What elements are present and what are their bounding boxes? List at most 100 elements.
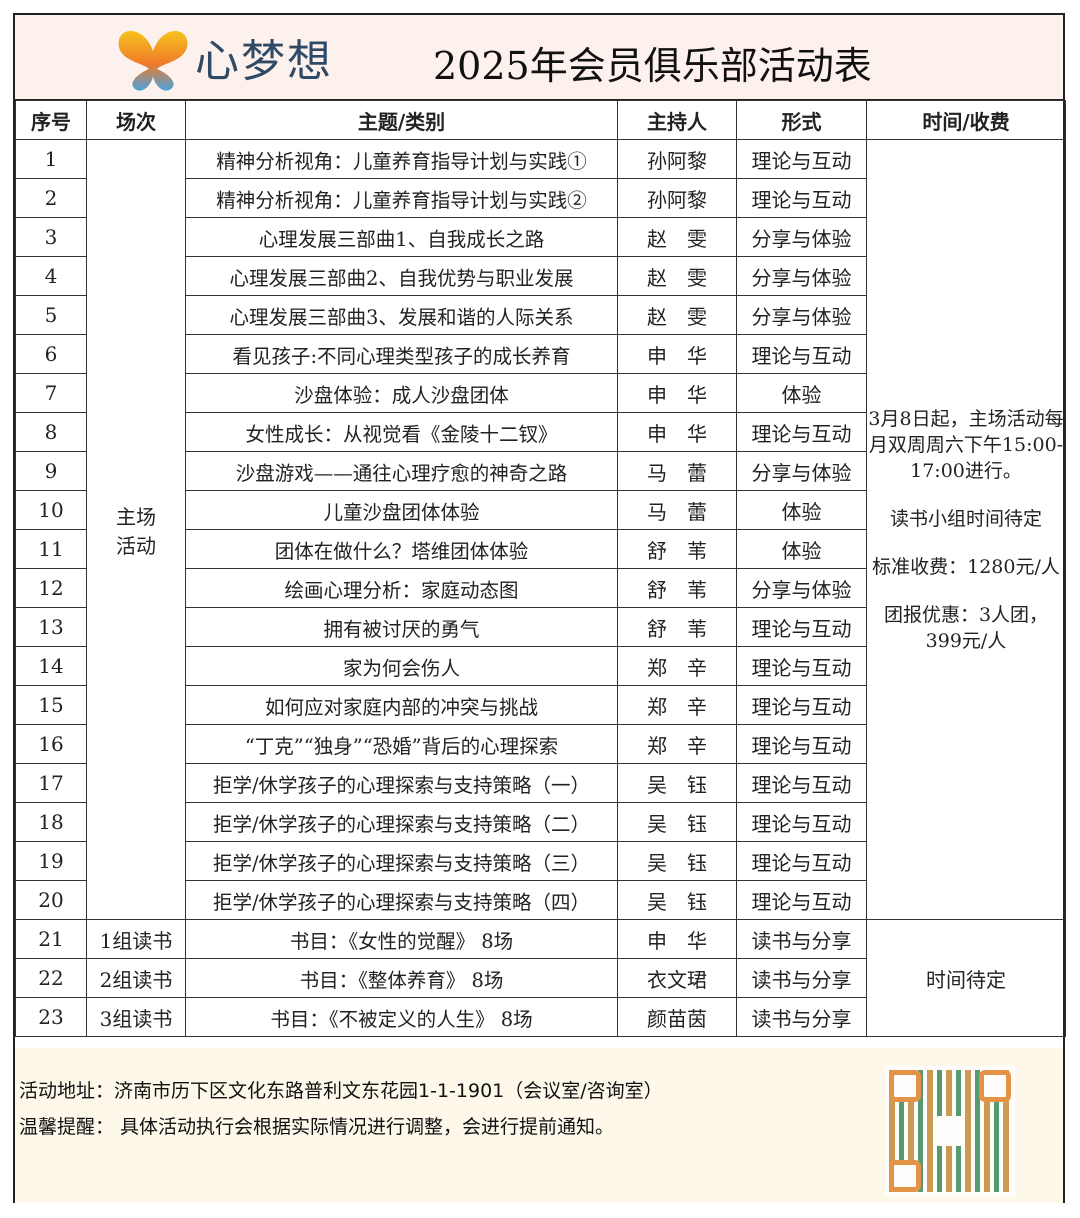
host-cell: 颜苗茵 (617, 997, 737, 1037)
host-cell: 吴 钰 (617, 841, 737, 881)
host-cell: 孙阿黎 (617, 139, 737, 179)
footer: 活动地址：济南市历下区文化东路普利文东花园1-1-1901（会议室/咨询室） 温… (15, 1048, 1063, 1203)
table-header-row: 序号 场次 主题/类别 主持人 形式 时间/收费 (15, 100, 1066, 140)
header: 心梦想 2025年会员俱乐部活动表 (15, 15, 1063, 101)
host-cell: 申 华 (617, 919, 737, 959)
butterfly-heart-icon (118, 31, 188, 91)
table-row: 21 1组读书 书目：《女性的觉醒》 8场申 华读书与分享 时间待定 (15, 919, 1066, 1037)
form-cell: 理论与互动 (736, 334, 867, 374)
form-cell: 理论与互动 (736, 607, 867, 647)
row-number: 16 (15, 724, 87, 764)
form-cell: 读书与分享 (736, 958, 867, 998)
host-cell: 赵 雯 (617, 295, 737, 335)
host-cell: 吴 钰 (617, 763, 737, 803)
notice-text: 温馨提醒： 具体活动执行会根据实际情况进行调整，会进行提前通知。 (19, 1116, 615, 1138)
host-cell: 申 华 (617, 373, 737, 413)
session-main: 主场活动 (86, 139, 186, 920)
table-row: 10 儿童沙盘团体体验马 蕾体验 (15, 490, 1066, 530)
host-cell: 舒 苇 (617, 568, 737, 608)
col-header-time-fee: 时间/收费 (866, 100, 1066, 140)
row-number: 3 (15, 217, 87, 257)
host-cell: 赵 雯 (617, 217, 737, 257)
topic-cell: 看见孩子:不同心理类型孩子的成长养育 (185, 334, 618, 374)
form-cell: 体验 (736, 529, 867, 569)
host-cell: 吴 钰 (617, 802, 737, 842)
table-row: 9 沙盘游戏——通往心理疗愈的神奇之路马 蕾分享与体验 (15, 451, 1066, 491)
row-number: 17 (15, 763, 87, 803)
row-number: 11 (15, 529, 87, 569)
col-header-session: 场次 (86, 100, 186, 140)
table-row: 2 精神分析视角：儿童养育指导计划与实践② 孙阿黎 理论与互动 (15, 178, 1066, 218)
topic-cell: 如何应对家庭内部的冲突与挑战 (185, 685, 618, 725)
host-cell: 马 蕾 (617, 490, 737, 530)
time-fee-note: 3月8日起，主场活动每月双周周六下午15:00-17:00进行。 (868, 407, 1064, 482)
time-fee-note: 团报优惠：3人团，399元/人 (883, 603, 1049, 652)
topic-cell: 书目：《整体养育》 8场 (185, 958, 618, 998)
row-number: 21 (15, 919, 87, 959)
topic-cell: 拒学/休学孩子的心理探索与支持策略（二） (185, 802, 618, 842)
topic-cell: 拥有被讨厌的勇气 (185, 607, 618, 647)
topic-cell: “丁克”“独身”“恐婚”背后的心理探索 (185, 724, 618, 764)
topic-cell: 拒学/休学孩子的心理探索与支持策略（三） (185, 841, 618, 881)
table-row: 5 心理发展三部曲3、发展和谐的人际关系赵 雯分享与体验 (15, 295, 1066, 335)
topic-cell: 绘画心理分析：家庭动态图 (185, 568, 618, 608)
time-fee-main: 3月8日起，主场活动每月双周周六下午15:00-17:00进行。 读书小组时间待定… (866, 139, 1066, 920)
form-cell: 分享与体验 (736, 217, 867, 257)
row-number: 5 (15, 295, 87, 335)
table-row: 18 拒学/休学孩子的心理探索与支持策略（二）吴 钰理论与互动 (15, 802, 1066, 842)
table-row: 8 女性成长：从视觉看《金陵十二钗》申 华理论与互动 (15, 412, 1066, 452)
form-cell: 理论与互动 (736, 178, 867, 218)
form-cell: 理论与互动 (736, 646, 867, 686)
table-row: 22 2组读书 书目：《整体养育》 8场 衣文珺 读书与分享 (15, 958, 1066, 998)
qr-code[interactable] (885, 1066, 1015, 1196)
table-row: 20 拒学/休学孩子的心理探索与支持策略（四）吴 钰理论与互动 (15, 880, 1066, 920)
topic-cell: 精神分析视角：儿童养育指导计划与实践② (185, 178, 618, 218)
form-cell: 理论与互动 (736, 412, 867, 452)
page-title: 2025年会员俱乐部活动表 (433, 44, 872, 88)
form-cell: 读书与分享 (736, 919, 867, 959)
time-fee-reading: 时间待定 (866, 919, 1066, 1037)
row-number: 15 (15, 685, 87, 725)
col-header-host: 主持人 (617, 100, 737, 140)
form-cell: 理论与互动 (736, 841, 867, 881)
row-number: 14 (15, 646, 87, 686)
topic-cell: 拒学/休学孩子的心理探索与支持策略（四） (185, 880, 618, 920)
form-cell: 分享与体验 (736, 295, 867, 335)
brand-logo: 心梦想 (113, 23, 363, 95)
form-cell: 理论与互动 (736, 763, 867, 803)
row-number: 6 (15, 334, 87, 374)
table-row: 19 拒学/休学孩子的心理探索与支持策略（三）吴 钰理论与互动 (15, 841, 1066, 881)
row-number: 9 (15, 451, 87, 491)
row-number: 23 (15, 997, 87, 1037)
col-header-no: 序号 (15, 100, 87, 140)
row-number: 1 (15, 139, 87, 179)
host-cell: 郑 辛 (617, 685, 737, 725)
row-number: 2 (15, 178, 87, 218)
row-number: 4 (15, 256, 87, 296)
host-cell: 舒 苇 (617, 529, 737, 569)
table-row: 11 团体在做什么？塔维团体体验舒 苇体验 (15, 529, 1066, 569)
row-number: 12 (15, 568, 87, 608)
form-cell: 分享与体验 (736, 568, 867, 608)
session-cell: 3组读书 (86, 997, 186, 1037)
host-cell: 申 华 (617, 334, 737, 374)
row-number: 22 (15, 958, 87, 998)
time-fee-note: 标准收费：1280元/人 (872, 555, 1060, 578)
form-cell: 理论与互动 (736, 880, 867, 920)
table-row: 1 主场活动 精神分析视角：儿童养育指导计划与实践① 孙阿黎 理论与互动 3月8日起，主场… (15, 139, 1066, 920)
host-cell: 孙阿黎 (617, 178, 737, 218)
col-header-form: 形式 (736, 100, 867, 140)
host-cell: 舒 苇 (617, 607, 737, 647)
form-cell: 体验 (736, 373, 867, 413)
form-cell: 理论与互动 (736, 724, 867, 764)
host-cell: 郑 辛 (617, 724, 737, 764)
form-cell: 理论与互动 (736, 139, 867, 179)
table-row: 14 家为何会伤人郑 辛理论与互动 (15, 646, 1066, 686)
form-cell: 体验 (736, 490, 867, 530)
topic-cell: 拒学/休学孩子的心理探索与支持策略（一） (185, 763, 618, 803)
table-row: 23 3组读书 书目：《不被定义的人生》 8场 颜苗茵 读书与分享 (15, 997, 1066, 1037)
form-cell: 分享与体验 (736, 256, 867, 296)
host-cell: 郑 辛 (617, 646, 737, 686)
table-row: 7 沙盘体验：成人沙盘团体申 华体验 (15, 373, 1066, 413)
row-number: 7 (15, 373, 87, 413)
